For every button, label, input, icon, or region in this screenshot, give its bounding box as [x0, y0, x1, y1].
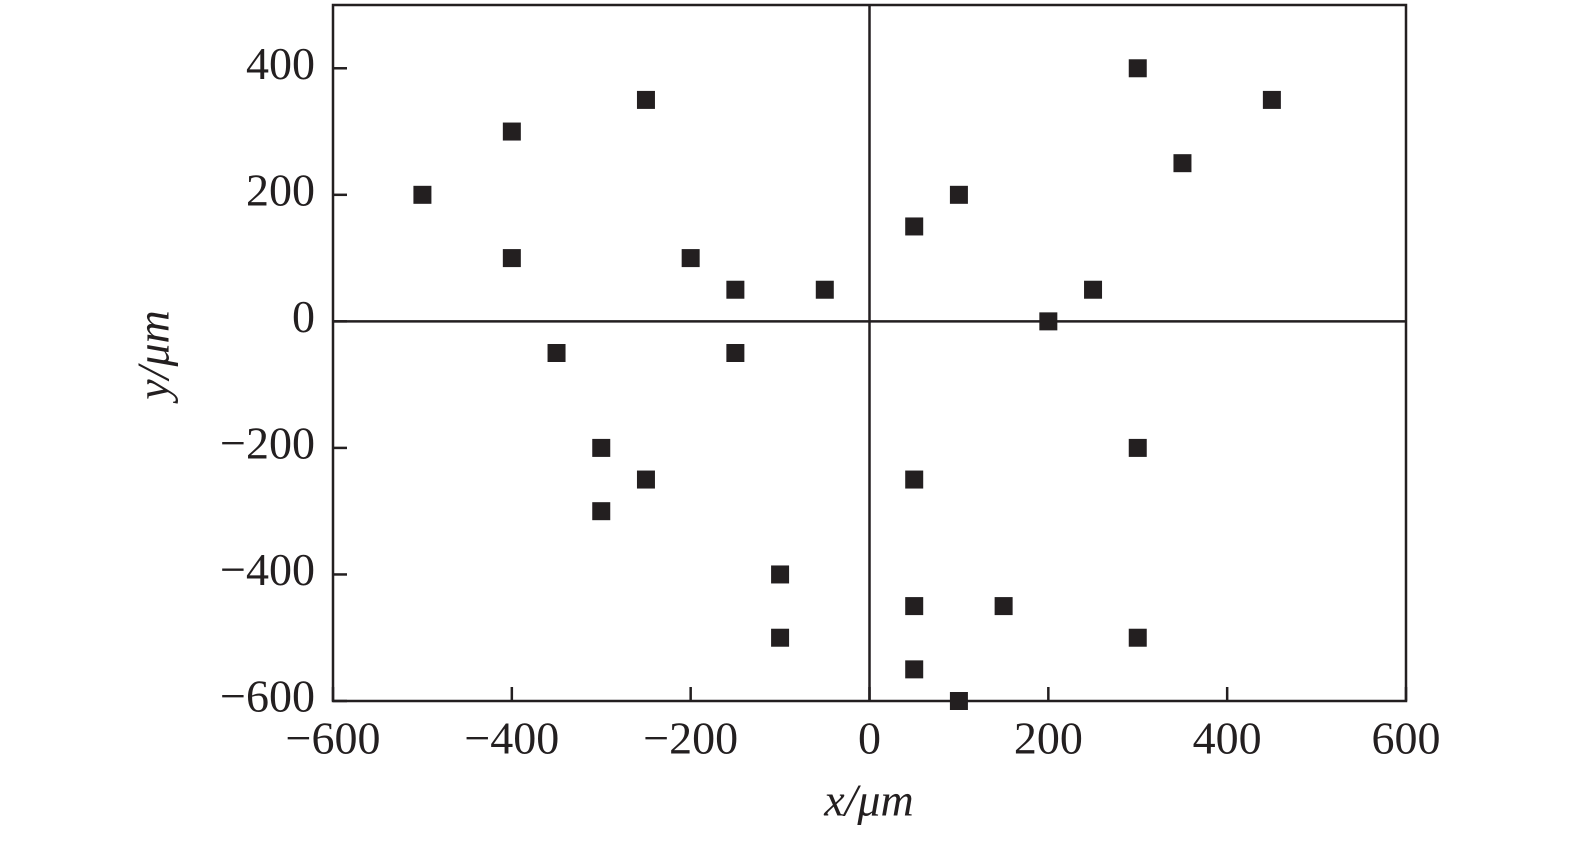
point: [994, 597, 1013, 616]
x-tick-label: −600: [286, 713, 381, 764]
point: [1173, 154, 1192, 173]
y-tick-label: 200: [246, 164, 315, 215]
point: [1128, 59, 1147, 78]
point: [636, 90, 655, 109]
point: [949, 692, 968, 710]
x-tick-label: 600: [1372, 713, 1441, 764]
point: [905, 597, 924, 616]
point: [1262, 90, 1281, 109]
point: [592, 438, 611, 457]
y-tick-label: −600: [220, 671, 315, 722]
y-tick-label: −400: [220, 544, 315, 595]
point: [502, 122, 521, 141]
point: [815, 280, 834, 299]
x-tick-label: −200: [643, 713, 738, 764]
y-tick-label: 0: [292, 291, 315, 342]
point: [547, 344, 566, 362]
x-axis-label: x/μm: [823, 775, 914, 826]
point: [726, 280, 745, 299]
point: [905, 660, 924, 679]
point: [905, 217, 924, 236]
x-tick-label: 400: [1193, 713, 1262, 764]
y-axis-label: y/μm: [128, 310, 179, 404]
point: [771, 628, 790, 647]
point: [1128, 438, 1147, 457]
y-tick-label: 400: [246, 38, 315, 89]
point: [1128, 628, 1147, 647]
point: [1039, 312, 1058, 331]
point: [905, 470, 924, 489]
point: [636, 470, 655, 489]
x-tick-label: 200: [1014, 713, 1083, 764]
point: [1084, 280, 1103, 299]
point: [502, 249, 521, 268]
y-tick-label: −200: [220, 417, 315, 468]
point: [949, 185, 968, 204]
point: [681, 249, 700, 268]
point: [726, 344, 745, 362]
x-tick-label: −400: [464, 713, 559, 764]
point: [771, 565, 790, 584]
point: [592, 502, 611, 521]
x-tick-label: 0: [858, 713, 881, 764]
point: [413, 185, 432, 204]
